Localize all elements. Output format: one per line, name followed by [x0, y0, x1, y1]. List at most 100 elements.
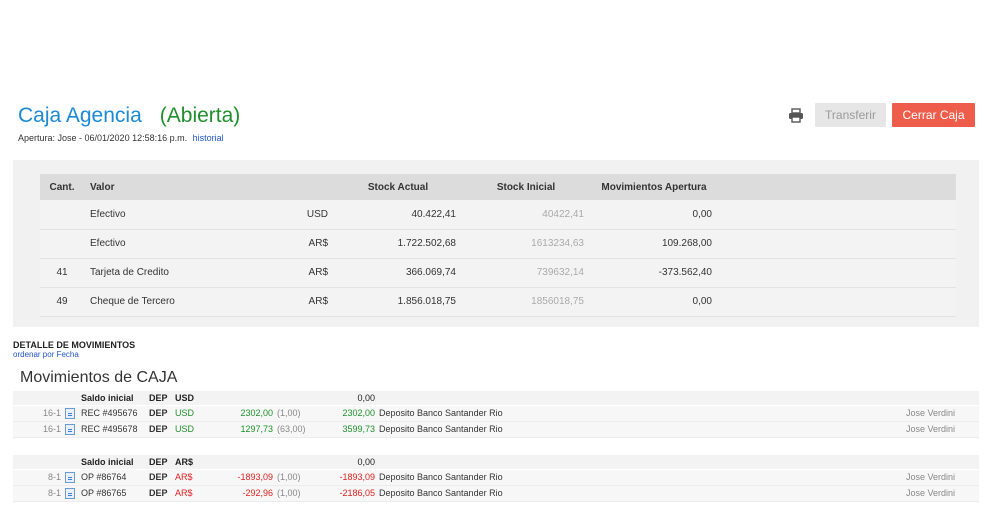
column-header: Stock Actual — [334, 174, 462, 200]
stock-currency: AR$ — [264, 258, 334, 288]
stock-movements: 0,00 — [590, 200, 718, 230]
stock-currency: AR$ — [264, 287, 334, 317]
movement-user: Jose Verdini — [857, 405, 979, 422]
column-header: Valor — [84, 174, 264, 200]
stock-panel: Cant. Valor Stock Actual Stock Inicial M… — [13, 160, 979, 327]
running-balance: -1893,09 — [313, 469, 377, 486]
transfer-button[interactable]: Transferir — [815, 103, 886, 127]
running-balance: 0,00 — [313, 455, 377, 470]
movement-amount: 1297,73 — [227, 421, 275, 438]
stock-inicial: 40422,41 — [462, 200, 590, 230]
movement-doc[interactable]: REC #495678 — [79, 421, 147, 438]
movement-row: 8-1 OP #86764 DEP AR$ -1893,09 (1,00) -1… — [13, 469, 979, 486]
status-label: (Abierta) — [159, 104, 241, 127]
stock-actual: 1.856.018,75 — [334, 287, 462, 317]
stock-spacer — [718, 200, 956, 230]
section-title: Movimientos de CAJA — [20, 369, 178, 386]
ars-initial-balance-row: Saldo inicial DEP AR$ 0,00 — [13, 455, 979, 470]
movement-row: 16-1 REC #495678 DEP USD 1297,73 (63,00)… — [13, 421, 979, 438]
initial-balance-label: Saldo inicial — [79, 455, 147, 470]
stock-spacer — [718, 287, 956, 317]
running-balance: 0,00 — [313, 391, 377, 406]
movement-row: 16-1 REC #495676 DEP USD 2302,00 (1,00) … — [13, 405, 979, 422]
movement-currency: USD — [173, 391, 227, 406]
page-title: Caja Agencia (Abierta) — [18, 103, 240, 129]
document-icon[interactable] — [65, 407, 75, 419]
movement-user: Jose Verdini — [857, 421, 979, 438]
movement-type: DEP — [147, 485, 173, 502]
stock-valor: Cheque de Tercero — [84, 287, 264, 317]
movement-user: Jose Verdini — [857, 469, 979, 486]
column-header — [264, 174, 334, 200]
movement-fee: (1,00) — [275, 469, 313, 486]
movement-row: 8-1 OP #86765 DEP AR$ -292,96 (1,00) -21… — [13, 485, 979, 502]
movement-fee: (1,00) — [275, 485, 313, 502]
stock-movements: 0,00 — [590, 287, 718, 317]
opening-info: Apertura: Jose - 06/01/2020 12:58:16 p.m… — [18, 133, 240, 143]
column-header: Movimientos Apertura — [590, 174, 718, 200]
document-icon[interactable] — [65, 471, 75, 483]
stock-cant: 41 — [40, 258, 84, 288]
movement-fee: (1,00) — [275, 405, 313, 422]
history-link[interactable]: historial — [192, 133, 224, 143]
running-balance: 2302,00 — [313, 405, 377, 422]
movement-description: Deposito Banco Santander Rio — [377, 421, 857, 438]
stock-cant — [40, 200, 84, 230]
stock-spacer — [718, 229, 956, 259]
stock-currency: AR$ — [264, 229, 334, 259]
stock-cant: 49 — [40, 287, 84, 317]
movement-doc[interactable]: OP #86764 — [79, 469, 147, 486]
movement-user: Jose Verdini — [857, 485, 979, 502]
movement-type: DEP — [147, 421, 173, 438]
movement-doc[interactable]: REC #495676 — [79, 405, 147, 422]
movement-doc[interactable]: OP #86765 — [79, 485, 147, 502]
stock-valor: Tarjeta de Credito — [84, 258, 264, 288]
running-balance: 3599,73 — [313, 421, 377, 438]
stock-row: 49 Cheque de Tercero AR$ 1.856.018,75 18… — [40, 287, 956, 317]
movement-fee: (63,00) — [275, 421, 313, 438]
movement-description: Deposito Banco Santander Rio — [377, 469, 857, 486]
action-bar: Transferir Cerrar Caja — [782, 103, 975, 127]
stock-movements: 109.268,00 — [590, 229, 718, 259]
column-header: Cant. — [40, 174, 84, 200]
stock-header-row: Cant. Valor Stock Actual Stock Inicial M… — [40, 174, 956, 200]
document-icon[interactable] — [65, 423, 75, 435]
stock-valor: Efectivo — [84, 229, 264, 259]
movements-table: Saldo inicial DEP USD 0,00 16-1 REC #495… — [13, 391, 979, 502]
opening-text: Apertura: Jose - 06/01/2020 12:58:16 p.m… — [18, 133, 188, 143]
print-button[interactable] — [782, 103, 809, 127]
document-icon[interactable] — [65, 487, 75, 499]
movement-amount: -292,96 — [227, 485, 275, 502]
column-header-spacer — [718, 174, 956, 200]
movement-amount: 2302,00 — [227, 405, 275, 422]
group-spacer — [13, 437, 979, 455]
detail-title: DETALLE DE MOVIMIENTOS — [13, 340, 136, 350]
movements-detail: DETALLE DE MOVIMIENTOS ordenar por Fecha… — [13, 340, 979, 502]
movement-currency: USD — [173, 421, 227, 438]
movement-type: DEP — [147, 391, 173, 406]
movement-currency: AR$ — [173, 469, 227, 486]
running-balance: -2186,05 — [313, 485, 377, 502]
movement-currency: AR$ — [173, 485, 227, 502]
movement-description: Deposito Banco Santander Rio — [377, 485, 857, 502]
movement-id: 16-1 — [13, 405, 63, 422]
stock-inicial: 1856018,75 — [462, 287, 590, 317]
movement-id: 8-1 — [13, 469, 63, 486]
initial-balance-label: Saldo inicial — [79, 391, 147, 406]
movement-description: Deposito Banco Santander Rio — [377, 405, 857, 422]
stock-inicial: 1613234,63 — [462, 229, 590, 259]
movement-id: 16-1 — [13, 421, 63, 438]
close-register-button[interactable]: Cerrar Caja — [892, 103, 975, 127]
stock-row: Efectivo AR$ 1.722.502,68 1613234,63 109… — [40, 229, 956, 259]
stock-actual: 40.422,41 — [334, 200, 462, 230]
stock-currency: USD — [264, 200, 334, 230]
stock-movements: -373.562,40 — [590, 258, 718, 288]
movement-type: DEP — [147, 469, 173, 486]
column-header: Stock Inicial — [462, 174, 590, 200]
sort-by-date-link[interactable]: ordenar por Fecha — [13, 350, 79, 359]
movement-type: DEP — [147, 405, 173, 422]
stock-actual: 1.722.502,68 — [334, 229, 462, 259]
movement-currency: USD — [173, 405, 227, 422]
stock-cant — [40, 229, 84, 259]
movement-amount: -1893,09 — [227, 469, 275, 486]
